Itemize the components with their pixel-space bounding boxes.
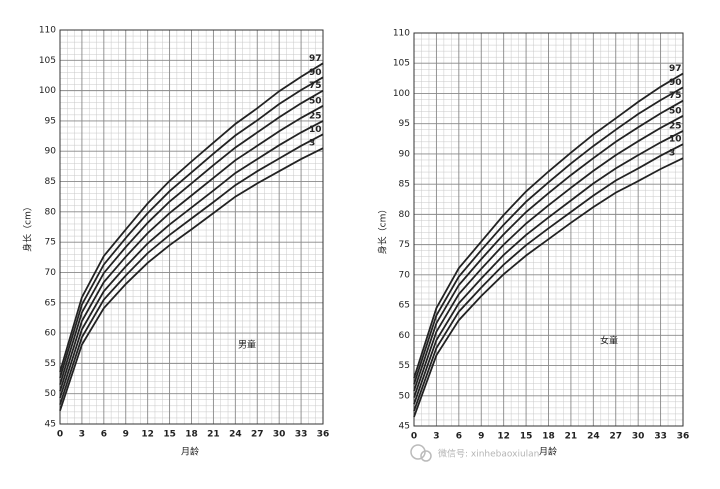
series-line bbox=[413, 99, 684, 392]
y-tick-label: 75 bbox=[45, 238, 56, 248]
series-label: 10 bbox=[669, 135, 682, 145]
series-line bbox=[59, 62, 324, 373]
y-tick-label: 65 bbox=[45, 298, 56, 308]
x-tick-label: 9 bbox=[478, 432, 484, 442]
x-tick-label: 30 bbox=[273, 430, 286, 440]
x-tick-label: 6 bbox=[101, 430, 107, 440]
x-tick-label: 36 bbox=[677, 432, 690, 442]
y-axis-label: 身长（cm） bbox=[22, 202, 34, 252]
x-tick-label: 21 bbox=[207, 430, 220, 440]
plot-frame bbox=[59, 29, 324, 425]
watermark-icon bbox=[420, 450, 432, 462]
x-tick-label: 33 bbox=[654, 432, 667, 442]
series-label: 3 bbox=[309, 139, 315, 149]
series-line bbox=[59, 89, 324, 385]
watermark-text: 微信号: xinhebaoxiulan bbox=[438, 448, 539, 460]
y-tick-label: 45 bbox=[45, 420, 56, 430]
y-tick-label: 105 bbox=[39, 56, 56, 66]
y-tick-label: 50 bbox=[45, 389, 57, 399]
plot-frame bbox=[413, 32, 684, 427]
watermark-icon bbox=[410, 444, 426, 460]
y-tick-label: 70 bbox=[45, 268, 57, 278]
series-label: 97 bbox=[309, 54, 322, 64]
x-tick-label: 18 bbox=[185, 430, 198, 440]
series-label: 50 bbox=[669, 106, 682, 116]
series-line bbox=[413, 115, 684, 398]
x-tick-label: 36 bbox=[317, 430, 330, 440]
series-label: 90 bbox=[669, 78, 682, 88]
y-tick-label: 60 bbox=[399, 331, 411, 341]
y-tick-label: 110 bbox=[39, 26, 56, 36]
series-label: 25 bbox=[669, 121, 682, 131]
x-axis-label: 月龄 bbox=[539, 446, 557, 458]
y-tick-label: 45 bbox=[399, 422, 410, 432]
series-line bbox=[59, 76, 324, 379]
x-tick-label: 15 bbox=[163, 430, 176, 440]
series-label: 97 bbox=[669, 64, 682, 74]
series-label: 75 bbox=[309, 81, 322, 91]
series-label: 3 bbox=[669, 149, 675, 159]
x-tick-label: 30 bbox=[632, 432, 645, 442]
y-tick-label: 55 bbox=[399, 361, 410, 371]
x-axis-label: 月龄 bbox=[181, 446, 199, 458]
series-line bbox=[59, 120, 324, 399]
x-tick-label: 12 bbox=[497, 432, 510, 442]
series-label: 25 bbox=[309, 111, 322, 121]
y-tick-label: 65 bbox=[399, 301, 410, 311]
series-line bbox=[413, 86, 684, 385]
series-line bbox=[413, 72, 684, 379]
y-tick-label: 60 bbox=[45, 329, 57, 339]
y-tick-label: 110 bbox=[393, 29, 410, 39]
series-line bbox=[413, 143, 684, 412]
y-tick-label: 75 bbox=[399, 240, 410, 250]
y-tick-label: 95 bbox=[399, 119, 410, 129]
x-tick-label: 33 bbox=[295, 430, 308, 440]
x-tick-label: 21 bbox=[565, 432, 578, 442]
y-tick-label: 55 bbox=[45, 359, 56, 369]
x-tick-label: 3 bbox=[433, 432, 439, 442]
annotation: 女童 bbox=[600, 335, 618, 347]
x-tick-label: 6 bbox=[456, 432, 462, 442]
x-tick-label: 27 bbox=[609, 432, 622, 442]
y-tick-label: 85 bbox=[399, 180, 410, 190]
x-tick-label: 12 bbox=[141, 430, 154, 440]
y-tick-label: 95 bbox=[45, 116, 56, 126]
series-label: 10 bbox=[309, 125, 322, 135]
series-line bbox=[413, 157, 684, 418]
series-label: 75 bbox=[669, 91, 682, 101]
x-tick-label: 0 bbox=[57, 430, 63, 440]
y-tick-label: 105 bbox=[393, 59, 410, 69]
x-tick-label: 24 bbox=[587, 432, 600, 442]
series-line bbox=[413, 130, 684, 405]
series-label: 50 bbox=[309, 96, 322, 106]
series-line bbox=[59, 147, 324, 411]
y-tick-label: 80 bbox=[45, 207, 57, 217]
x-tick-label: 24 bbox=[229, 430, 242, 440]
y-tick-label: 70 bbox=[399, 270, 411, 280]
y-tick-label: 100 bbox=[393, 89, 410, 99]
series-line bbox=[59, 105, 324, 392]
x-tick-label: 18 bbox=[542, 432, 555, 442]
y-axis-label: 身长（cm） bbox=[377, 205, 389, 255]
y-tick-label: 90 bbox=[45, 147, 57, 157]
watermark bbox=[410, 444, 432, 462]
x-tick-label: 9 bbox=[123, 430, 129, 440]
x-tick-label: 0 bbox=[411, 432, 417, 442]
x-tick-label: 27 bbox=[251, 430, 264, 440]
y-tick-label: 90 bbox=[399, 149, 411, 159]
y-tick-label: 50 bbox=[399, 391, 411, 401]
series-line bbox=[59, 133, 324, 405]
x-tick-label: 15 bbox=[520, 432, 533, 442]
y-tick-label: 100 bbox=[39, 86, 56, 96]
series-label: 90 bbox=[309, 68, 322, 78]
y-tick-label: 80 bbox=[399, 210, 411, 220]
annotation: 男童 bbox=[238, 339, 256, 351]
x-tick-label: 3 bbox=[79, 430, 85, 440]
y-tick-label: 85 bbox=[45, 177, 56, 187]
